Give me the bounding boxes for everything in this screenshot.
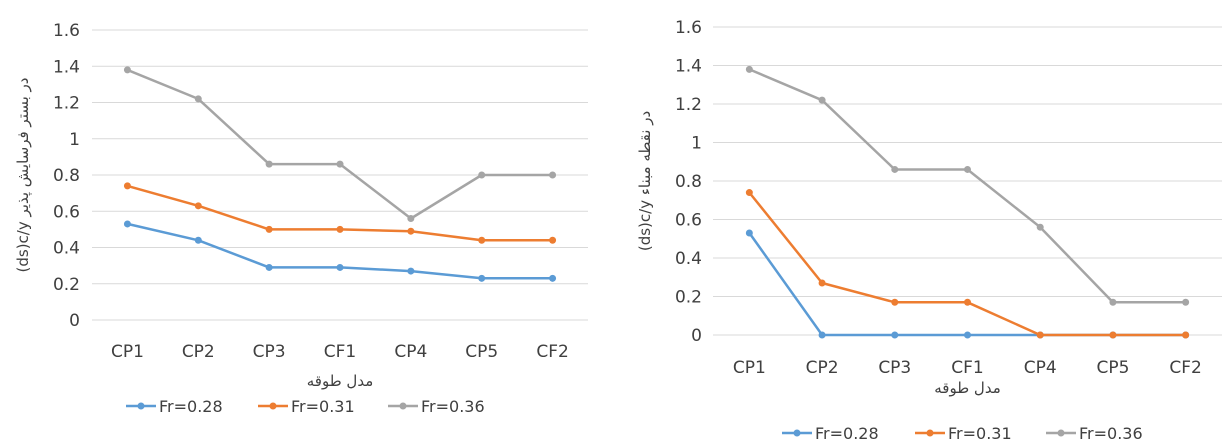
series-line-3 — [126, 68, 553, 220]
y-tick-label: 0.2 — [53, 275, 80, 295]
y-tick-label: 1.2 — [53, 94, 80, 114]
x-tick-label: CP2 — [806, 358, 839, 378]
data-point — [891, 298, 899, 306]
legend-label: Fr=0.36 — [421, 397, 485, 416]
y-tick-label: 1.2 — [675, 95, 702, 115]
data-point — [123, 66, 131, 74]
data-point — [407, 227, 415, 235]
y-tick-label: 0.4 — [675, 249, 702, 269]
y-tick-label: 1.6 — [53, 21, 80, 41]
data-point — [964, 298, 971, 306]
y-tick-label: 1.4 — [675, 57, 702, 77]
y-tick-label: 0.6 — [675, 211, 702, 231]
data-point — [891, 165, 899, 173]
chart-1: 0 0.2 0.4 0.6 0.8 1 1.2 1.4 1.6 CP1 CP2 CP3 CF1 CP4 CP… — [14, 21, 588, 416]
x-tick-label: CP5 — [1096, 358, 1129, 378]
legend-label: Fr=0.28 — [159, 397, 223, 416]
data-point — [407, 267, 415, 275]
data-point — [123, 220, 131, 228]
data-point — [123, 182, 131, 190]
y-tick-label: 0.8 — [675, 172, 702, 192]
data-point — [818, 96, 826, 104]
data-point — [1036, 331, 1044, 339]
data-point — [336, 160, 344, 168]
legend-label: Fr=0.31 — [948, 424, 1012, 443]
data-point — [745, 189, 753, 197]
y-tick-label: 1 — [691, 134, 702, 154]
data-point — [478, 274, 486, 282]
data-point — [549, 171, 557, 179]
x-tick-label: CF2 — [1169, 358, 1201, 378]
data-point — [1182, 331, 1190, 339]
y-tick-label: 0.2 — [675, 288, 702, 308]
x-tick-label: CP4 — [394, 342, 427, 362]
data-point — [1036, 223, 1044, 231]
x-axis-label: مدل طوقه — [307, 372, 373, 390]
data-point — [478, 171, 486, 179]
y-axis-label: (ds)c/y در نقطه مبناء — [636, 111, 654, 251]
data-point — [818, 331, 826, 339]
y-tick-label: 1 — [69, 130, 80, 150]
x-tick-label: CP3 — [253, 342, 286, 362]
x-tick-label: CP1 — [111, 342, 144, 362]
x-tick-label: CP3 — [878, 358, 911, 378]
y-tick-label: 0 — [69, 311, 80, 331]
x-tick-label: CP5 — [465, 342, 498, 362]
y-tick-label: 0 — [691, 326, 702, 346]
y-tick-label: 1.6 — [675, 18, 702, 38]
x-tick-label: CP2 — [182, 342, 215, 362]
legend-label: Fr=0.28 — [815, 424, 879, 443]
data-point — [891, 331, 899, 339]
series-line-2 — [748, 191, 1186, 337]
data-point — [194, 202, 202, 210]
data-point — [265, 160, 273, 168]
chart-2: 0 0.2 0.4 0.6 0.8 1 1.2 1.4 1.6 CP1 CP2 CP3 CF1 CP4 CP… — [636, 18, 1222, 443]
legend-marker — [269, 402, 277, 410]
y-tick-label: 0.4 — [53, 239, 80, 259]
x-tick-label: CP4 — [1024, 358, 1057, 378]
y-tick-label: 0.8 — [53, 166, 80, 186]
data-point — [964, 331, 971, 339]
data-point — [549, 236, 557, 244]
data-point — [964, 165, 971, 173]
data-point — [336, 263, 344, 271]
data-point — [549, 274, 557, 282]
data-point — [265, 225, 273, 233]
legend-label: Fr=0.36 — [1079, 424, 1143, 443]
y-tick-label: 1.4 — [53, 57, 80, 77]
data-point — [194, 95, 202, 103]
data-point — [1182, 298, 1190, 306]
series-line-1 — [748, 232, 1186, 337]
legend-marker — [1057, 429, 1065, 437]
data-point — [745, 65, 753, 73]
data-point — [818, 279, 826, 287]
data-point — [745, 229, 753, 237]
data-point — [194, 236, 202, 244]
data-point — [407, 215, 415, 222]
y-axis-label: (ds)c/y در بستر فرسایش پذیر — [14, 78, 33, 273]
legend-marker — [926, 429, 934, 437]
y-tick-label: 0.6 — [53, 202, 80, 222]
data-point — [1109, 298, 1117, 306]
data-point — [1109, 331, 1117, 339]
x-tick-label: CF1 — [951, 358, 983, 378]
data-point — [265, 263, 273, 271]
legend-marker — [793, 429, 801, 437]
x-axis-label: مدل طوقه — [934, 379, 1000, 397]
legend-marker — [399, 402, 407, 410]
x-tick-label: CF2 — [536, 342, 568, 362]
data-point — [478, 236, 486, 244]
legend-label: Fr=0.31 — [291, 397, 355, 416]
x-tick-label: CF1 — [324, 342, 356, 362]
x-tick-label: CP1 — [733, 358, 766, 378]
data-point — [336, 225, 344, 233]
legend-marker — [137, 402, 145, 410]
